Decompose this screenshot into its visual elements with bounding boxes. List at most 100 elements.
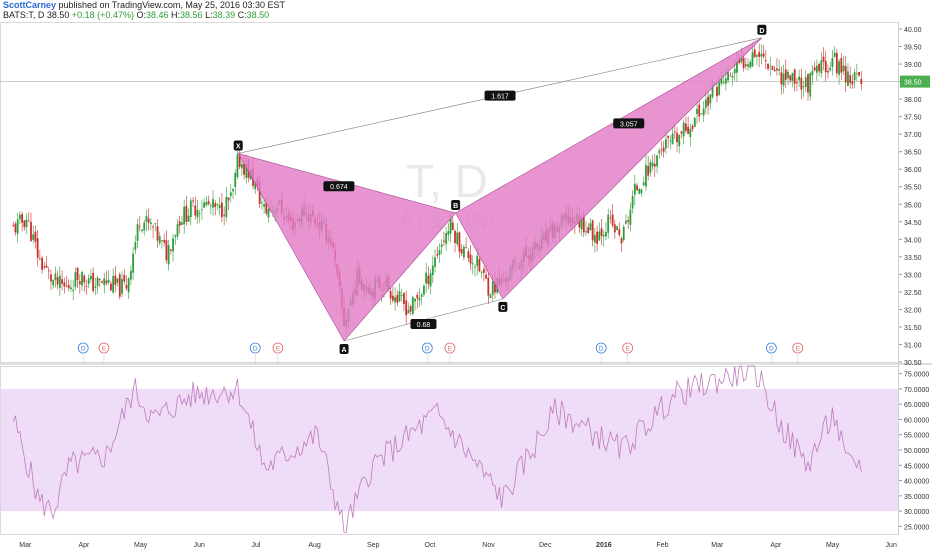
candle-body [112, 276, 115, 293]
open-label: O: [136, 10, 146, 20]
earnings-marker-label: E [102, 346, 107, 353]
candle-body [773, 69, 776, 72]
candle-body [169, 249, 172, 251]
candle-body [613, 224, 616, 233]
candle-body [203, 202, 206, 208]
ratio-badge[interactable] [410, 318, 437, 329]
candle-body [665, 139, 667, 149]
candle-body [81, 272, 83, 286]
candle-body [756, 55, 758, 57]
dividend-marker-label: D [81, 346, 86, 353]
candle-body [724, 78, 727, 84]
candle-body [607, 214, 610, 233]
candle-body [731, 75, 734, 78]
candle-body [482, 268, 485, 273]
candle-body [407, 309, 410, 314]
ratio-label: 0.68 [417, 322, 431, 329]
price-tick-label: 35.00 [904, 202, 922, 209]
point-badge[interactable] [498, 301, 508, 312]
candle-body [36, 238, 39, 258]
candle-body [585, 231, 587, 233]
candle-body [192, 200, 194, 202]
candle-body [236, 154, 239, 178]
ratio-badge[interactable] [484, 90, 516, 101]
candle-body [114, 275, 117, 285]
candle-body [749, 62, 752, 68]
publish-line: ScottCarney published on TradingView.com… [3, 0, 285, 11]
candle-body [389, 291, 392, 299]
rsi-tick-label: 45.0000 [904, 463, 929, 470]
candle-body [449, 218, 452, 234]
candle-body [196, 210, 199, 218]
candle-body [41, 257, 43, 270]
price-tick-label: 37.00 [904, 132, 922, 139]
candle-body [494, 281, 496, 293]
point-badge[interactable] [451, 200, 461, 211]
candle-body [232, 189, 234, 192]
candle-body [736, 61, 738, 73]
candle-body [491, 281, 494, 295]
candle-body [103, 278, 106, 286]
rsi-tick-label: 25.0000 [904, 524, 929, 531]
candle-body [58, 275, 61, 288]
candle-body [718, 82, 721, 96]
candle-body [396, 295, 399, 303]
candle-body [820, 60, 823, 74]
point-badge[interactable] [757, 24, 767, 35]
candle-body [416, 294, 419, 299]
candle-body [771, 66, 774, 70]
candle-body [631, 196, 634, 209]
candle-body [784, 69, 787, 80]
candle-body [178, 221, 181, 226]
rsi-tick-label: 40.0000 [904, 479, 929, 486]
candle-body [254, 182, 257, 190]
candle-body [47, 270, 50, 272]
candle-body [101, 281, 103, 283]
point-badge[interactable] [339, 343, 349, 354]
x-tick-label: Apr [770, 542, 782, 549]
candle-body [223, 214, 226, 216]
candle-body [234, 172, 237, 187]
harmonic-pattern[interactable]: 0.674 0.68 3.057 1.617 X A B C D [233, 24, 767, 354]
candle-body [467, 251, 470, 259]
candle-body [596, 231, 598, 244]
ratio-label: 0.674 [330, 184, 348, 191]
candle-body [720, 78, 723, 84]
candle-body [23, 220, 26, 228]
rsi-tick-label: 35.0000 [904, 494, 929, 501]
price-tick-label: 31.00 [904, 342, 922, 349]
published-text: published on TradingView.com, May 25, 20… [56, 0, 285, 10]
dividend-marker-label: D [253, 346, 258, 353]
point-badge[interactable] [233, 140, 243, 151]
pattern-triangle-bcd[interactable] [455, 37, 763, 300]
candle-body [189, 200, 192, 218]
x-tick-label: Sep [367, 542, 380, 549]
candle-body [125, 285, 128, 289]
candle-body [600, 228, 603, 236]
candle-body [462, 246, 465, 258]
ratio-badge[interactable] [613, 118, 645, 129]
ratio-badge[interactable] [323, 181, 355, 192]
candle-body [704, 99, 707, 108]
candle-body [423, 285, 425, 295]
candle-body [123, 275, 126, 282]
candle-body [645, 164, 647, 187]
candle-body [795, 82, 798, 84]
candle-body [156, 226, 159, 241]
author-link[interactable]: ScottCarney [3, 0, 57, 10]
candle-body [835, 53, 838, 74]
candle-body [778, 69, 781, 71]
price-tick-label: 36.00 [904, 167, 922, 174]
candle-body [398, 291, 401, 302]
candle-body [625, 220, 627, 224]
candle-body [116, 278, 119, 283]
candle-body [207, 201, 210, 205]
candle-body [136, 224, 139, 242]
candle-body [780, 72, 783, 85]
candle-body [403, 293, 405, 304]
price-tick-label: 32.00 [904, 307, 922, 314]
rsi-tick-label: 55.0000 [904, 433, 929, 440]
price-tick-label: 32.50 [904, 290, 922, 297]
